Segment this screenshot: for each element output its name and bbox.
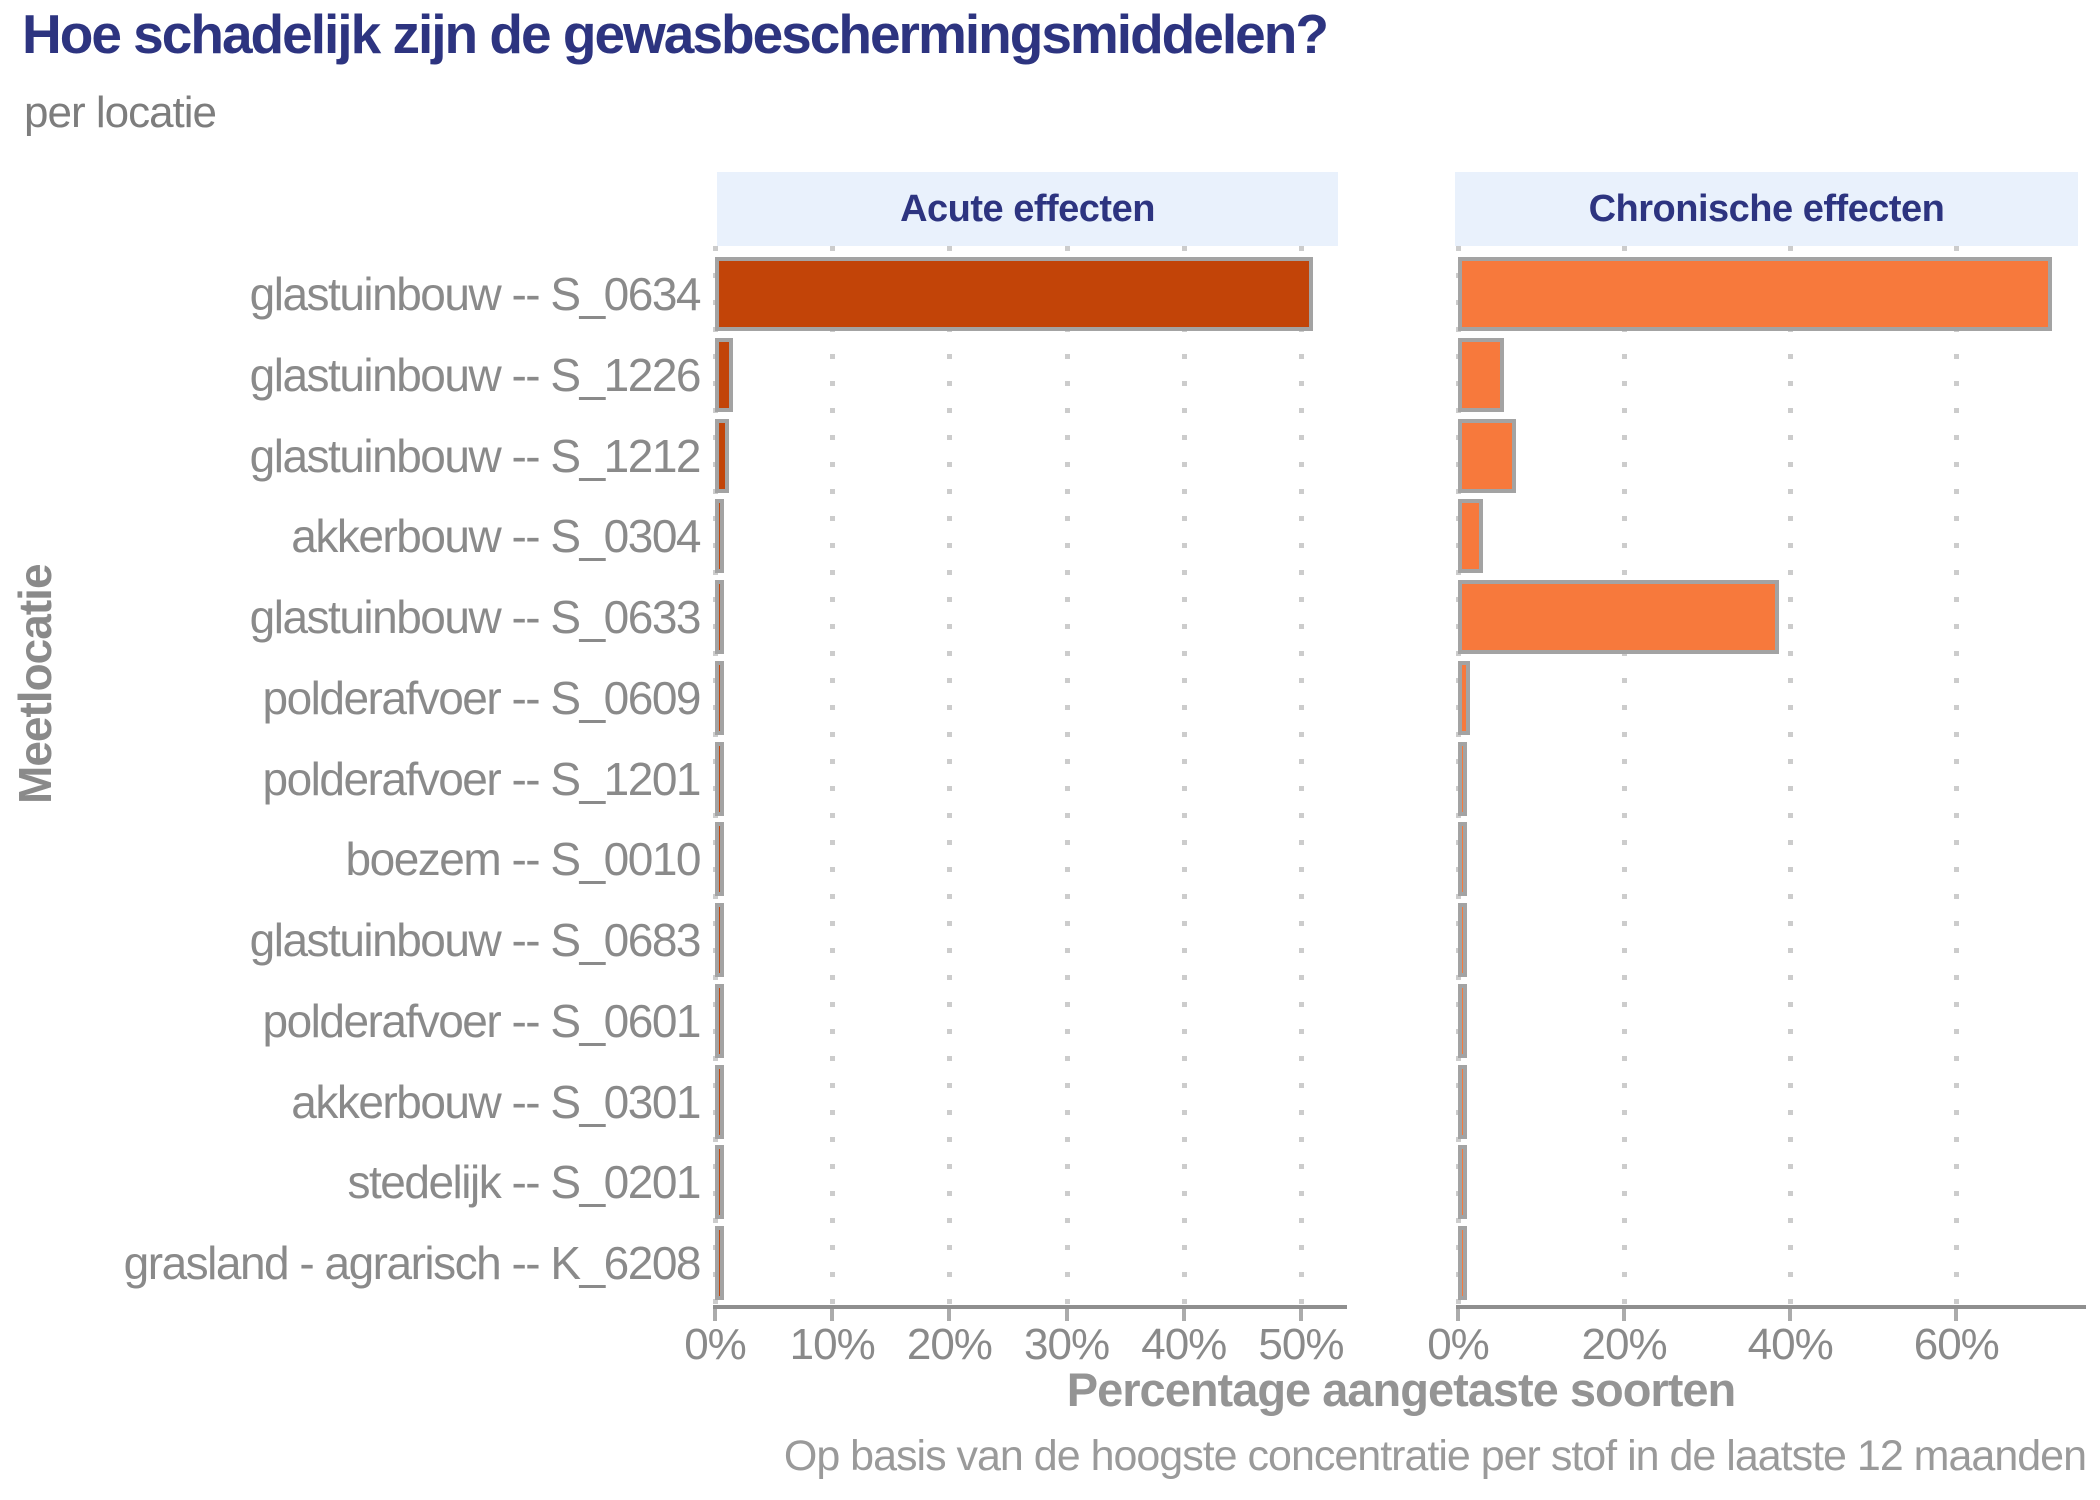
y-axis-labels: glastuinbouw -- S_0634 glastuinbouw -- S_… (0, 250, 702, 1305)
acute-bar-row7 (715, 741, 724, 816)
chronic-bar-row6 (1458, 660, 1470, 735)
acute-bar-row5 (715, 580, 724, 655)
chronic-bar-row7 (1458, 741, 1467, 816)
acute-bar-row4 (715, 499, 724, 574)
chronic-x-axis-line (1456, 1305, 2086, 1309)
gridline-40pct (1788, 246, 1794, 1305)
y-category-label: glastuinbouw -- S_0634 (249, 268, 702, 320)
chart-title: Hoe schadelijk zijn de gewasbeschermings… (22, 3, 1329, 65)
x-tick-mark (1298, 1309, 1303, 1321)
y-category-label: akkerbouw -- S_0304 (291, 510, 701, 563)
chronic-bar-row8 (1458, 822, 1467, 897)
x-tick-label: 0% (684, 1320, 747, 1369)
x-tick-label: 0% (1427, 1320, 1490, 1369)
chronic-bar-row3 (1458, 418, 1517, 493)
acute-bar-row2 (715, 337, 733, 412)
x-tick-label: 40% (1747, 1320, 1834, 1369)
chronic-plot-area (1456, 246, 2085, 1305)
acute-bar-row3 (715, 418, 730, 493)
y-category-label: polderafvoer -- S_0601 (262, 994, 701, 1047)
chronic-bar-row9 (1458, 903, 1467, 978)
acute-bar-row8 (715, 822, 724, 897)
x-tick-label: 30% (1024, 1320, 1110, 1369)
x-tick-mark (1622, 1309, 1627, 1321)
panel-header-chronic: Chronische effecten (1455, 172, 2078, 246)
panel-header-acute: Acute effecten (717, 172, 1338, 246)
x-tick-mark (1788, 1309, 1793, 1321)
acute-bar-row11 (715, 1064, 724, 1139)
x-tick-label: 20% (1581, 1320, 1668, 1369)
y-category-label: glastuinbouw -- S_0683 (249, 914, 702, 967)
gridline-60pct (1954, 246, 1960, 1305)
chronic-bar-row1 (1458, 257, 2052, 331)
y-category-label: polderafvoer -- S_1201 (262, 752, 701, 805)
x-tick-label: 50% (1258, 1320, 1344, 1369)
chronic-bar-row5 (1458, 580, 1780, 655)
y-category-label: polderafvoer -- S_0609 (262, 671, 701, 724)
gridline-50pct (1298, 246, 1304, 1305)
x-tick-mark (1064, 1309, 1069, 1321)
x-tick-label: 40% (1141, 1320, 1227, 1369)
chronic-bar-row11 (1458, 1064, 1467, 1139)
acute-x-axis-line (713, 1305, 1347, 1309)
x-tick-mark (830, 1309, 835, 1321)
gridline-20pct (947, 246, 953, 1305)
y-category-label: glastuinbouw -- S_0633 (249, 591, 702, 644)
y-category-label: glastuinbouw -- S_1226 (249, 348, 702, 401)
y-category-label: akkerbouw -- S_0301 (291, 1075, 701, 1128)
x-tick-label: 60% (1913, 1320, 2000, 1369)
x-tick-mark (1954, 1309, 1959, 1321)
y-category-label: glastuinbouw -- S_1212 (249, 429, 702, 482)
y-category-label: boezem -- S_0010 (345, 833, 702, 886)
footnote: Op basis van de hoogste concentratie per… (783, 1432, 2087, 1480)
acute-bar-row1 (715, 257, 1313, 331)
gridline-30pct (1064, 246, 1070, 1305)
chart-subtitle: per locatie (24, 88, 217, 137)
acute-bar-row6 (715, 660, 724, 735)
chronic-bar-row4 (1458, 499, 1483, 574)
gridline-20pct (1622, 246, 1628, 1305)
x-tick-label: 10% (789, 1320, 876, 1369)
acute-bar-row12 (715, 1145, 724, 1220)
acute-plot-area (713, 246, 1342, 1305)
y-category-label: stedelijk -- S_0201 (347, 1156, 702, 1209)
chronic-bar-row2 (1458, 337, 1504, 412)
gridline-10pct (830, 246, 836, 1305)
x-axis-title: Percentage aangetaste soorten (1066, 1363, 1736, 1416)
chronic-bar-row10 (1458, 983, 1467, 1058)
acute-bar-row10 (715, 983, 724, 1058)
x-tick-mark (1456, 1309, 1460, 1321)
gridline-40pct (1181, 246, 1187, 1305)
x-tick-mark (1181, 1309, 1186, 1321)
acute-bar-row13 (715, 1226, 724, 1301)
chronic-bar-row13 (1458, 1226, 1467, 1301)
chronic-bar-row12 (1458, 1145, 1467, 1220)
x-tick-mark (947, 1309, 952, 1321)
x-tick-label: 20% (906, 1320, 993, 1369)
y-category-label: grasland - agrarisch -- K_6208 (123, 1237, 702, 1290)
x-tick-mark (713, 1309, 717, 1321)
acute-bar-row9 (715, 903, 724, 978)
